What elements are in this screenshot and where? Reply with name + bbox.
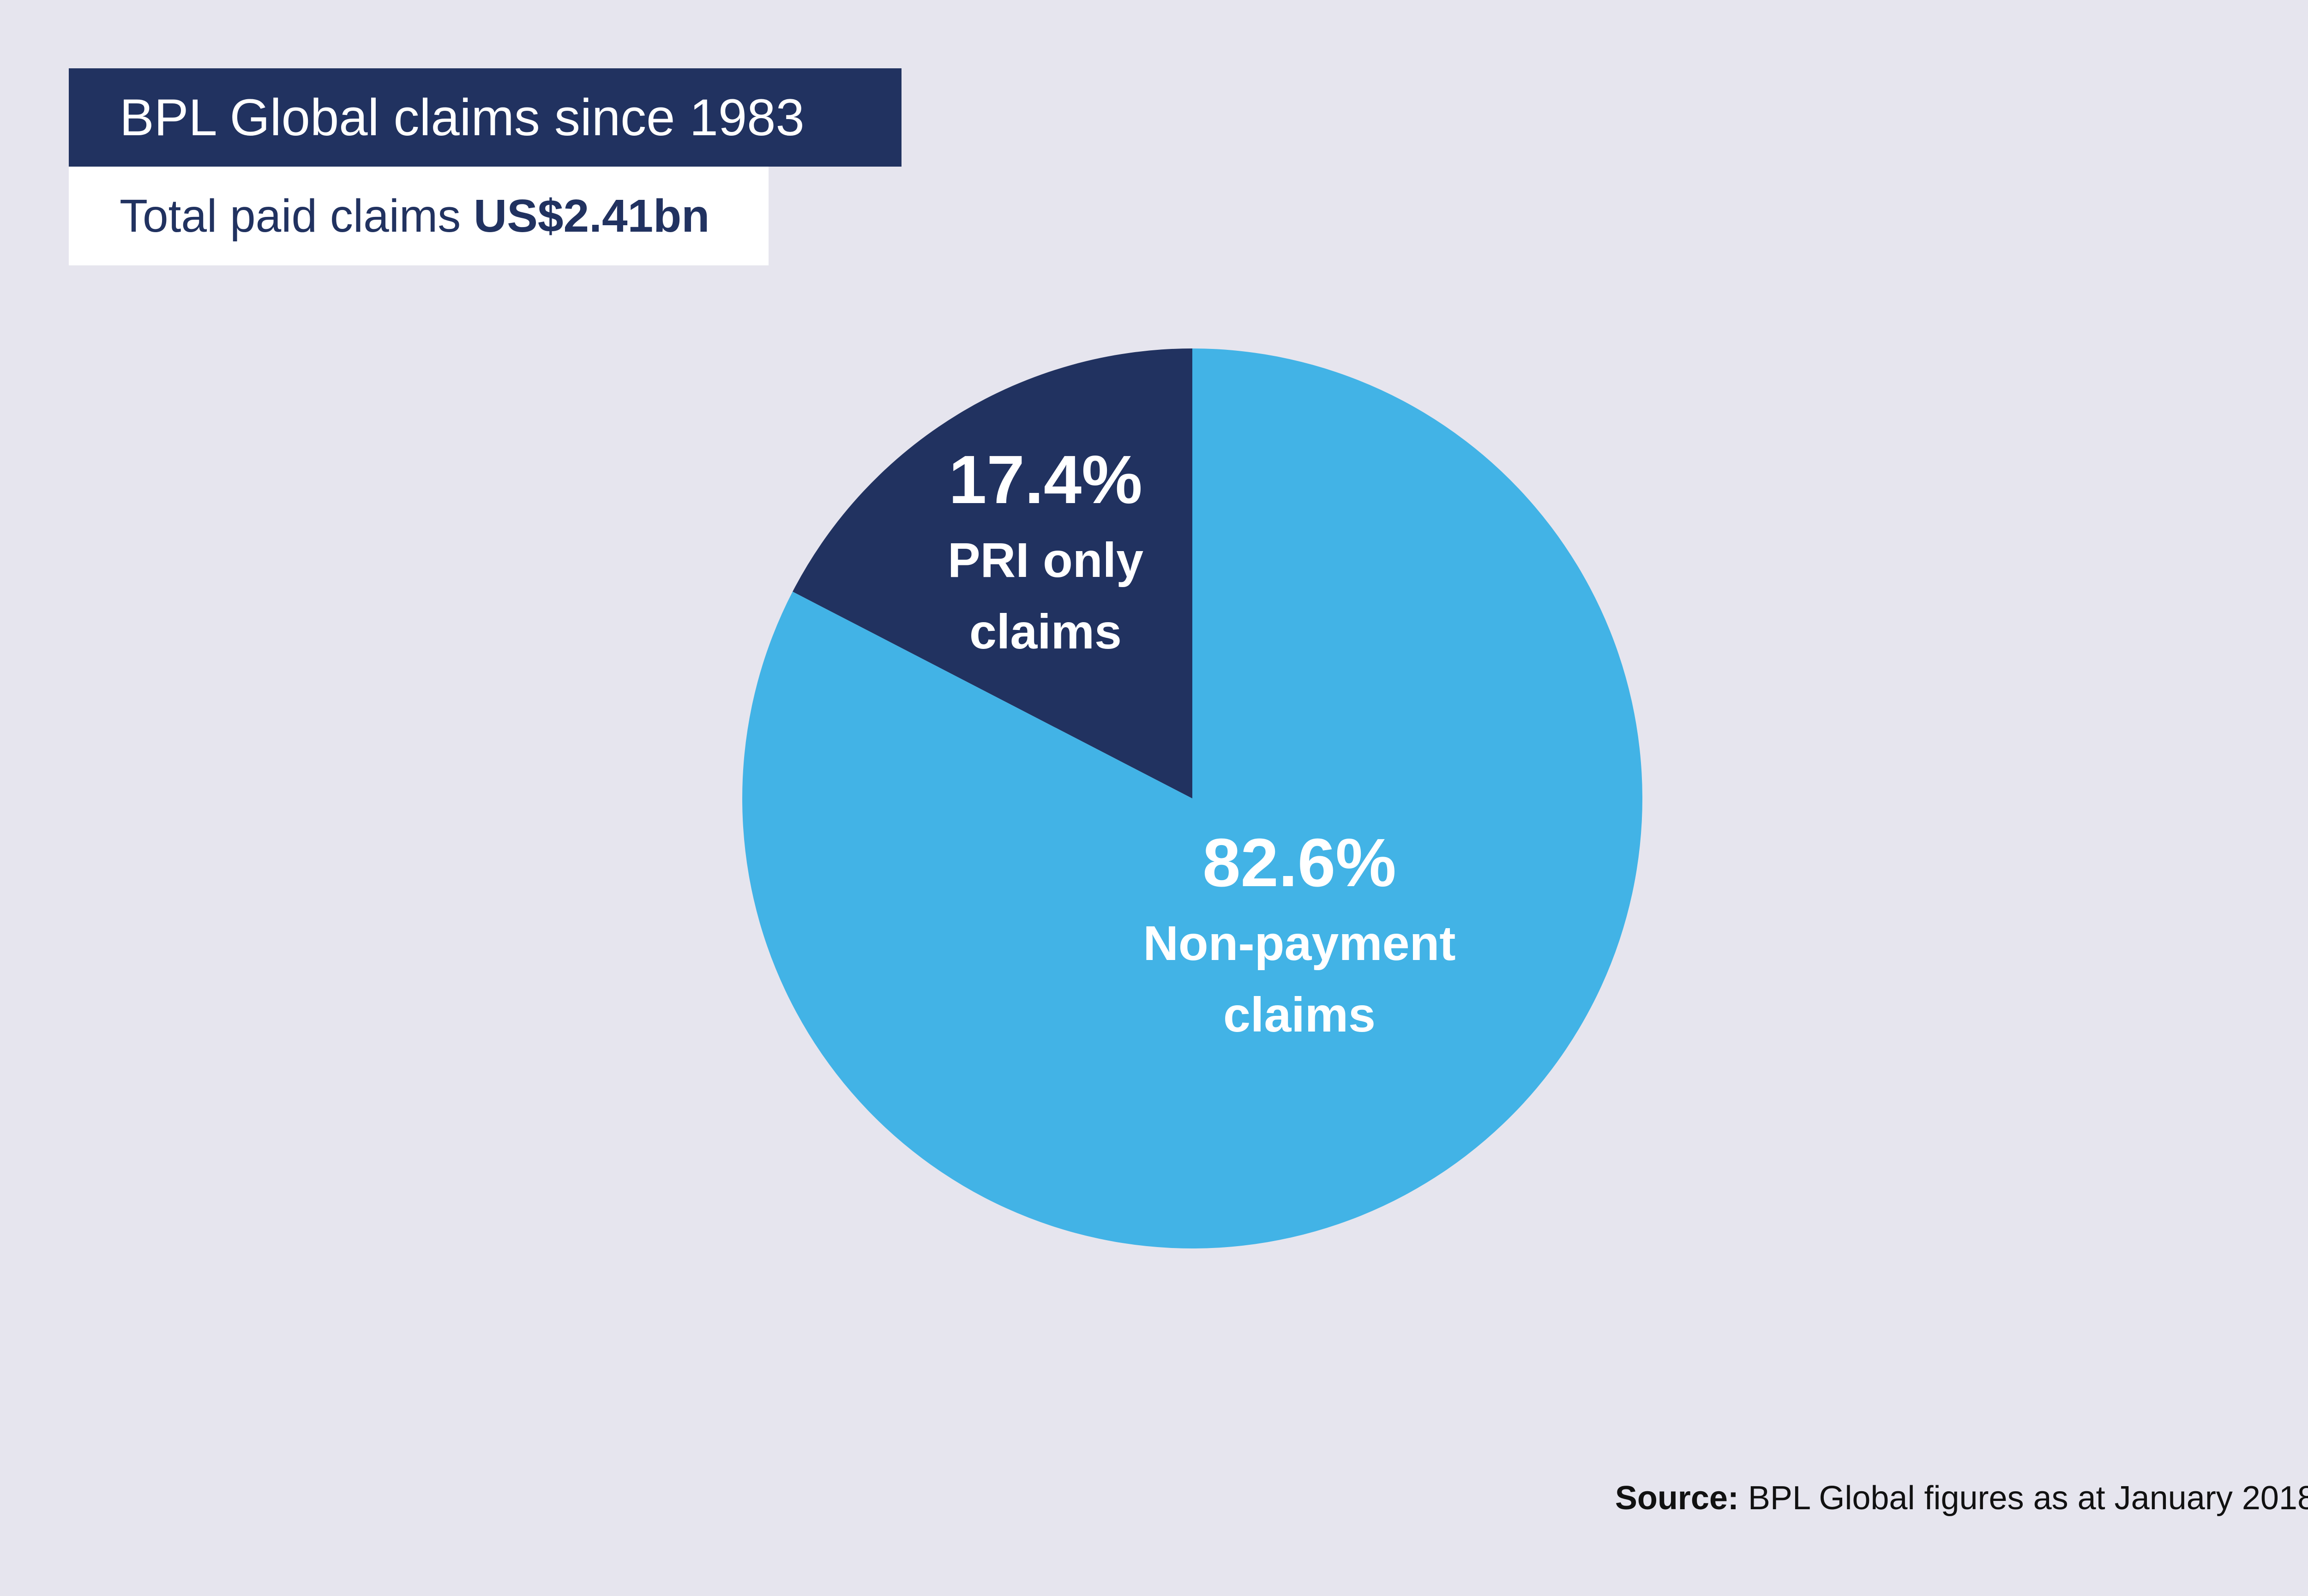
slice-name-label-1-line-1: PRI only <box>948 533 1143 588</box>
source-text: BPL Global figures as at January 2018 <box>1748 1480 2308 1517</box>
slice-name-label-2-line-2: claims <box>1223 988 1376 1042</box>
pie-slice-1 <box>793 348 1192 798</box>
subtitle-prefix: Total paid claims <box>120 190 461 242</box>
slice-name-label-2-line-1: Non-payment <box>1143 916 1455 971</box>
subtitle-amount: US$2.41bn <box>474 190 710 242</box>
chart-title-text: BPL Global claims since 1983 <box>120 89 805 146</box>
slice-value-label-2: 82.6% <box>1202 825 1396 901</box>
slice-value-label-1: 17.4% <box>949 442 1142 518</box>
pie-slices <box>742 348 1643 1248</box>
chart-title: BPL Global claims since 1983 <box>69 68 902 167</box>
source-label: Source: <box>1615 1480 1739 1517</box>
pie-labels: 17.4% PRI only claims 82.6% Non-payment claim… <box>948 442 1456 1042</box>
source-note: Source: BPL Global figures as at January… <box>1615 1479 2308 1517</box>
slice-name-label-1-line-2: claims <box>969 605 1122 659</box>
pie-slice-2 <box>742 348 1643 1248</box>
chart-subtitle: Total paid claims US$2.41bn <box>69 167 769 265</box>
